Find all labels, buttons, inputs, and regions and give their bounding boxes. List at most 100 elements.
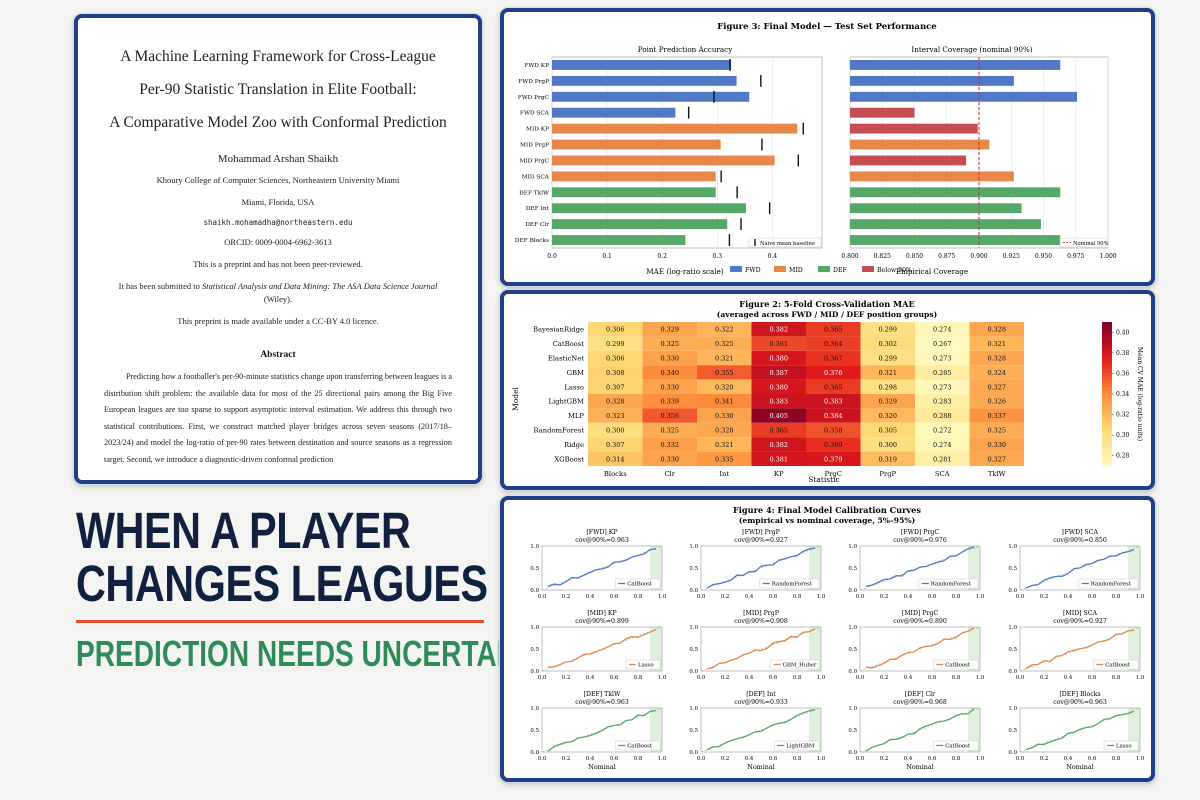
- colorbar-segment: [1102, 340, 1112, 344]
- x-tick-label: 0.2: [562, 675, 571, 681]
- cell-value: 0.325: [715, 340, 734, 348]
- coverage-bar: [850, 219, 1041, 230]
- category-label: DEF TklW: [519, 190, 549, 196]
- heatmap-cell: [588, 437, 643, 452]
- x-tick-label: 0.8: [793, 594, 802, 600]
- figure-4-subtitle: (empirical vs nominal coverage, 5%–95%): [739, 516, 915, 525]
- x-tick-label: 0.0: [697, 594, 706, 600]
- x-tick-label: 0.6: [610, 594, 619, 600]
- cell-value: 0.272: [933, 427, 952, 435]
- cell-value: 0.299: [606, 340, 625, 348]
- row-label-xgboost: XGBoost: [554, 455, 584, 463]
- x-tick-label: 0.2: [880, 594, 889, 600]
- coverage-bar: [850, 75, 1014, 86]
- calibration-curve: [1025, 629, 1135, 670]
- cell-value: 0.355: [715, 369, 734, 377]
- cell-value: 0.322: [715, 326, 734, 334]
- panel-xlabel: Nominal: [906, 763, 934, 771]
- calibration-curve: [1025, 710, 1135, 751]
- panel-legend-box: [759, 578, 820, 589]
- heatmap-cell: [751, 322, 806, 337]
- panel-title: [DEF] Blocks: [1059, 691, 1100, 698]
- paper-title-line-3: A Comparative Model Zoo with Conformal P…: [109, 114, 447, 131]
- x-tick-label: 0.0: [538, 594, 547, 600]
- x-tick-label: 1.0: [658, 594, 667, 600]
- cell-value: 0.307: [606, 441, 625, 449]
- coverage-bar: [850, 171, 1014, 182]
- x-tick-label: 0.8: [634, 594, 643, 600]
- panel-legend-label: CatBoost: [945, 744, 971, 750]
- x-tick-label: 1.0: [658, 756, 667, 762]
- cell-value: 0.365: [824, 383, 843, 391]
- heatmap-cell: [806, 322, 861, 337]
- heatmap-cell: [860, 336, 915, 351]
- panel-legend-label: RandomForest: [931, 582, 972, 588]
- nominal-legend-label: Nominal 90%: [1073, 241, 1109, 247]
- y-tick-label: 1.0: [848, 625, 857, 631]
- cell-value: 0.327: [987, 383, 1006, 391]
- heatmap-cell: [642, 422, 697, 438]
- heatmap-cell: [751, 451, 806, 466]
- heatmap-cell: [751, 394, 806, 409]
- column-label-prgp: PrgP: [879, 470, 896, 478]
- cell-value: 0.328: [715, 427, 734, 435]
- heatmap-cell: [806, 422, 861, 438]
- row-label-bayesianridge: BayesianRidge: [533, 326, 584, 334]
- colorbar-segment: [1102, 422, 1112, 427]
- y-tick-label: 0.0: [530, 750, 539, 756]
- mae-bar: [552, 139, 721, 150]
- y-tick-label: 0.5: [530, 566, 539, 572]
- heatmap-cell: [969, 379, 1024, 394]
- coverage-bar: [850, 203, 1022, 214]
- heatmap-cell: [806, 336, 861, 351]
- paper-location: Miami, Florida, USA: [241, 197, 315, 207]
- cell-value: 0.329: [878, 398, 897, 406]
- y-tick-label: 0.5: [848, 647, 857, 653]
- left-tick-label: 0.4: [768, 253, 778, 260]
- cell-value: 0.332: [660, 441, 679, 449]
- y-tick-label: 0.5: [689, 647, 698, 653]
- heatmap-cell: [697, 350, 752, 366]
- cell-value: 0.382: [769, 441, 788, 449]
- column-label-kp: KP: [774, 470, 784, 478]
- cell-value: 0.384: [824, 412, 843, 420]
- figure-2-colorbar: 0.40 0.38 0.36 0.34 0.32 0.30 0.28: [1102, 322, 1130, 467]
- paper-preview: A Machine Learning Framework for Cross-L…: [74, 14, 482, 484]
- row-label-lasso: Lasso: [564, 383, 584, 391]
- panel-legend-box: [918, 578, 979, 589]
- cell-value: 0.314: [606, 455, 625, 463]
- figure-2-title: Figure 2: 5-Fold Cross-Validation MAE: [739, 299, 914, 309]
- heatmap-cell: [588, 451, 643, 466]
- colorbar-segment: [1102, 329, 1112, 334]
- category-label: DEF Blocks: [515, 238, 549, 244]
- cell-value: 0.383: [769, 398, 788, 406]
- colorbar-segment: [1102, 444, 1112, 449]
- panel-frame: [700, 707, 822, 753]
- paper-affiliation: Khoury College of Computer Sciences, Nor…: [156, 175, 400, 185]
- y-tick-label: 1.0: [530, 706, 539, 712]
- figure-3-right-xlabel: Empirical Coverage: [896, 267, 968, 276]
- colorbar-segment: [1102, 386, 1112, 391]
- x-tick-label: 0.2: [880, 675, 889, 681]
- heatmap-cell: [969, 365, 1024, 380]
- calibration-curve: [865, 708, 975, 752]
- colorbar-segment: [1102, 440, 1112, 445]
- ideal-diagonal: [859, 626, 981, 672]
- panel-title: [MID] PrgP: [743, 610, 779, 617]
- y-tick-label: 0.5: [530, 728, 539, 734]
- legend-label-mid: MID: [789, 267, 803, 274]
- x-tick-label: 0.6: [1088, 756, 1097, 762]
- figure-2-subtitle: (averaged across FWD / MID / DEF positio…: [717, 310, 937, 319]
- heatmap-cell: [860, 394, 915, 409]
- baseline-legend-box: [748, 237, 822, 248]
- x-tick-label: 0.8: [1112, 675, 1121, 681]
- cell-value: 0.339: [660, 398, 679, 406]
- heatmap-cell: [642, 394, 697, 409]
- heatmap-cell: [860, 365, 915, 380]
- cell-value: 0.330: [987, 441, 1006, 449]
- x-tick-label: 0.2: [721, 756, 730, 762]
- cell-value: 0.335: [715, 455, 734, 463]
